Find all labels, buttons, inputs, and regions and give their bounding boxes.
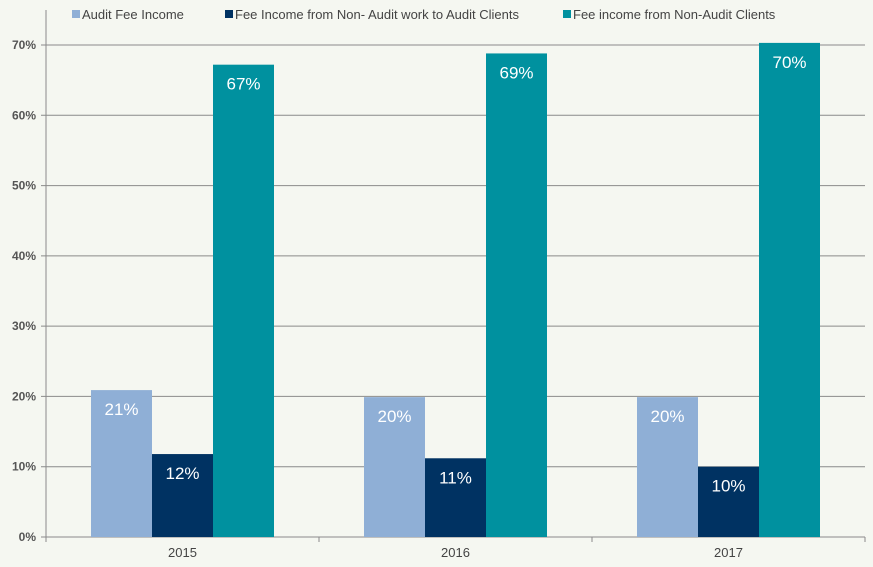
- bar: [364, 397, 425, 537]
- bar: [425, 458, 486, 537]
- data-label: 70%: [772, 53, 806, 72]
- y-tick-label: 70%: [12, 38, 36, 52]
- data-label: 20%: [650, 407, 684, 426]
- legend-swatch: [72, 10, 80, 18]
- bar: [637, 397, 698, 537]
- legend-swatch: [563, 10, 571, 18]
- data-label: 21%: [104, 400, 138, 419]
- bar: [91, 390, 152, 537]
- x-tick-label: 2015: [168, 545, 197, 560]
- bar: [213, 64, 274, 538]
- y-tick-label: 20%: [12, 389, 36, 403]
- data-label: 69%: [499, 63, 533, 82]
- data-label: 11%: [439, 468, 472, 487]
- bar: [486, 53, 547, 537]
- data-label: 12%: [165, 464, 199, 483]
- bar: [759, 42, 820, 538]
- x-tick-label: 2017: [714, 545, 743, 560]
- data-label: 10%: [711, 477, 745, 496]
- data-label: 20%: [377, 407, 411, 426]
- legend-label: Fee income from Non-Audit Clients: [573, 7, 776, 22]
- y-tick-label: 0%: [19, 530, 37, 544]
- legend-swatch: [225, 10, 233, 18]
- bar: [698, 466, 759, 537]
- y-tick-label: 10%: [12, 460, 36, 474]
- y-tick-label: 30%: [12, 319, 36, 333]
- y-tick-label: 50%: [12, 179, 36, 193]
- data-label: 67%: [226, 75, 260, 94]
- x-tick-label: 2016: [441, 545, 470, 560]
- y-tick-label: 40%: [12, 249, 36, 263]
- y-tick-label: 60%: [12, 108, 36, 122]
- legend-label: Audit Fee Income: [82, 7, 184, 22]
- legend-label: Fee Income from Non- Audit work to Audit…: [235, 7, 519, 22]
- bar: [152, 454, 213, 537]
